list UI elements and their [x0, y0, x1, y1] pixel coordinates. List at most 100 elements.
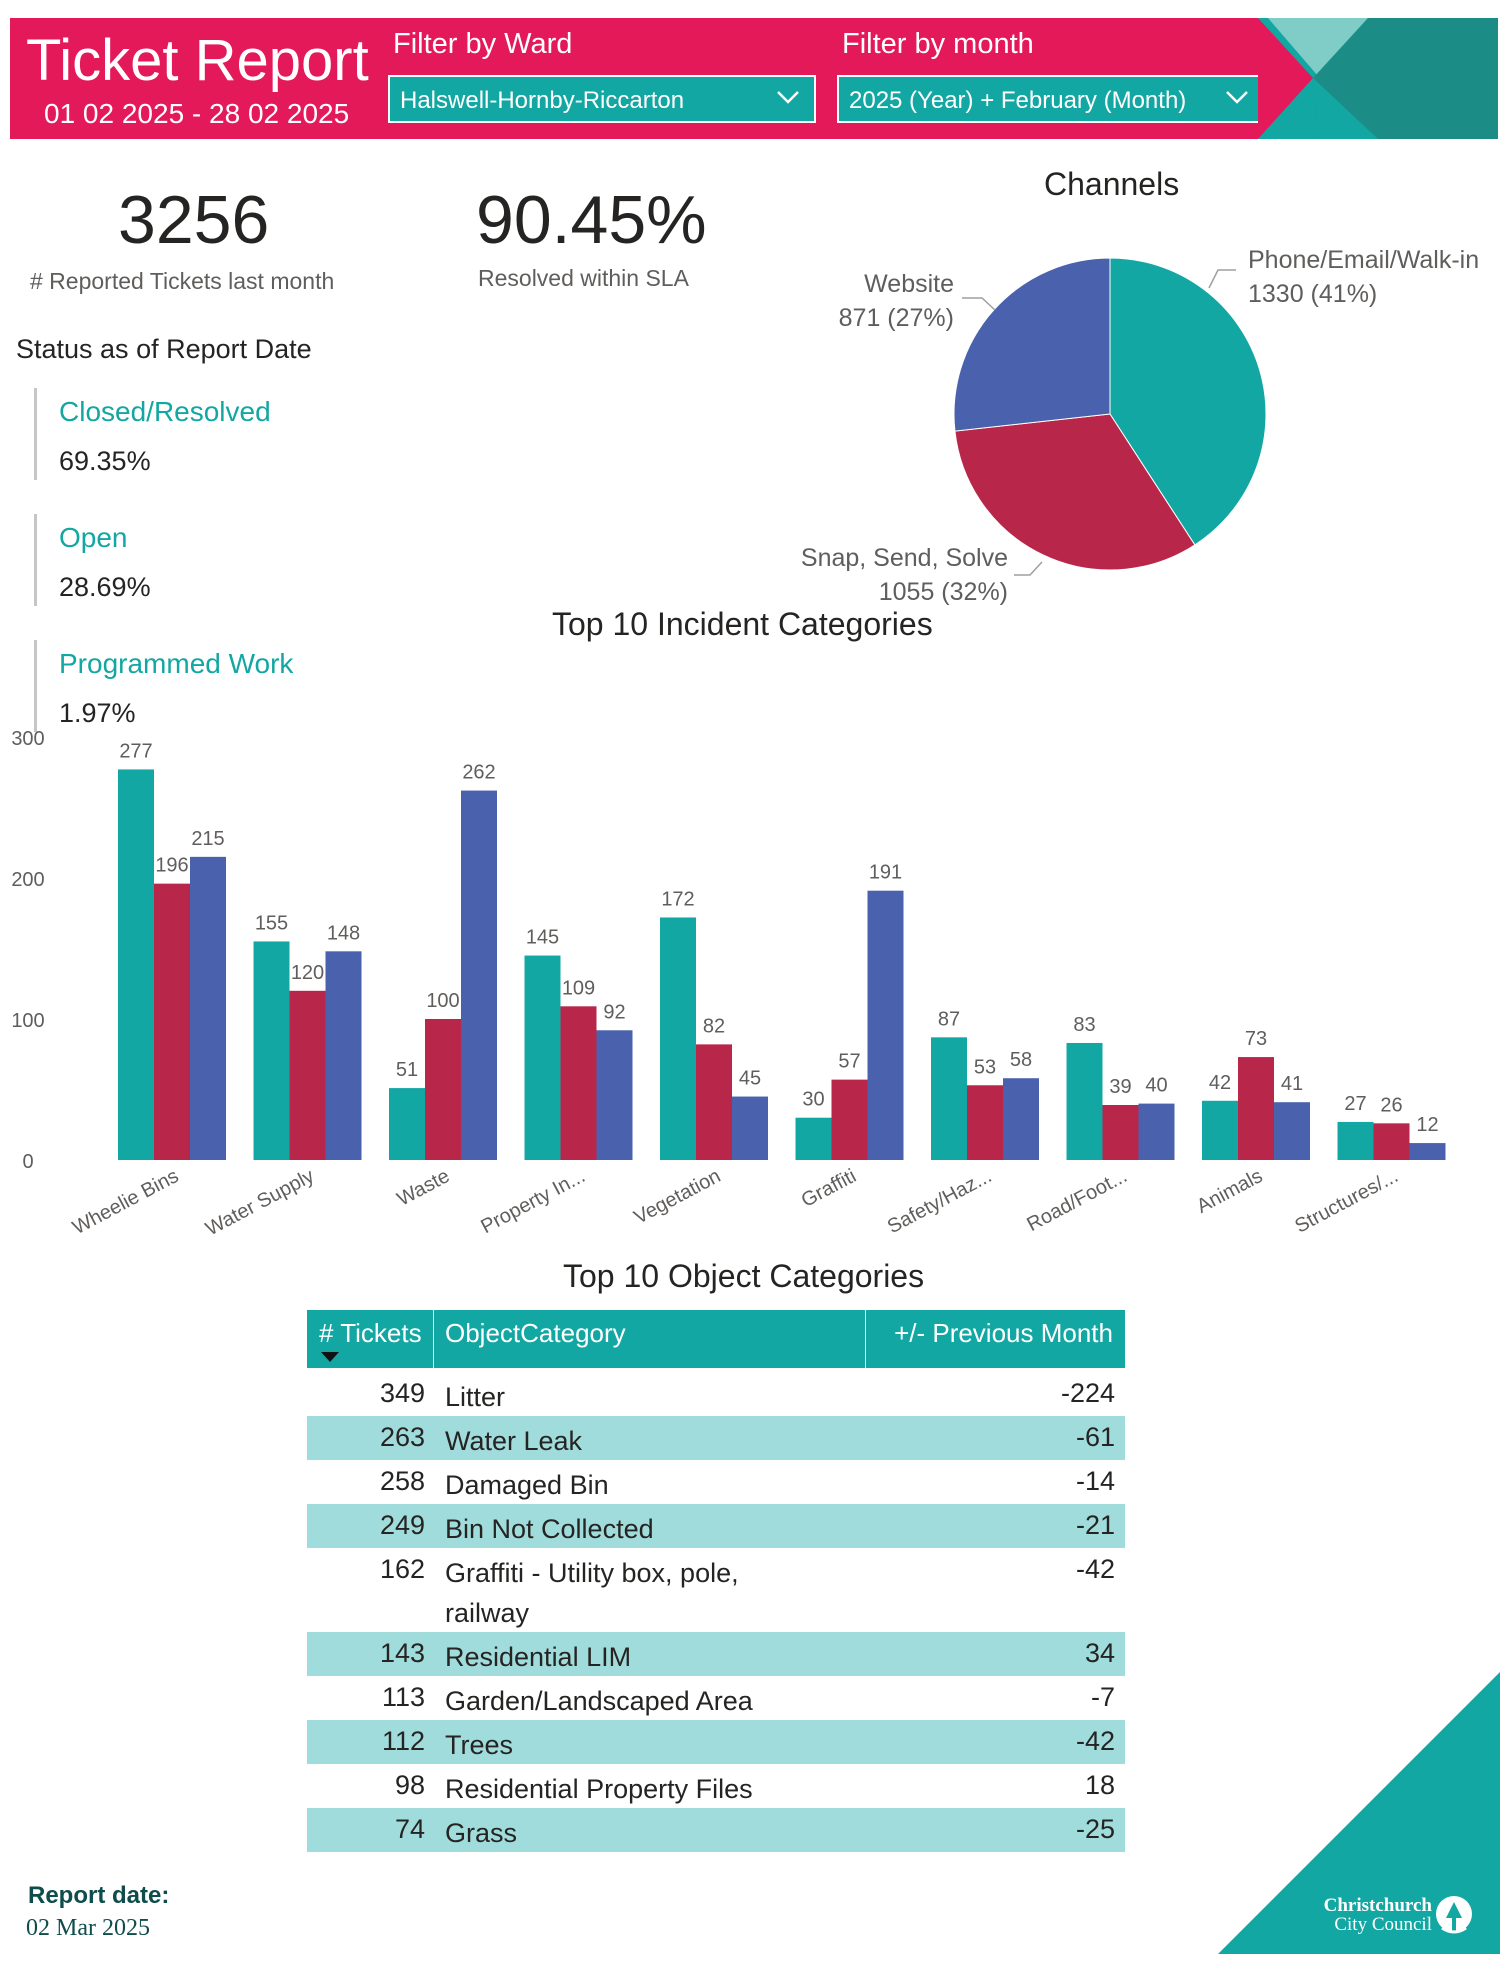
column-divider [865, 1310, 866, 1368]
bar-hornby[interactable] [1102, 1105, 1139, 1160]
table-row[interactable]: 113 Garden/Landscaped Area -7 [307, 1676, 1125, 1720]
cell-category: Residential Property Files [445, 1774, 753, 1804]
chevron-down-icon [777, 91, 799, 104]
bar-halswell[interactable] [931, 1037, 967, 1160]
bar-hornby[interactable] [289, 990, 326, 1160]
cell-tickets: 162 [379, 1554, 425, 1584]
bar-data-label: 196 [155, 855, 188, 877]
table-row[interactable]: 249 Bin Not Collected -21 [307, 1504, 1125, 1548]
sort-descending-icon[interactable] [321, 1352, 339, 1362]
table-row[interactable]: 74 Grass -25 [307, 1808, 1125, 1852]
month-filter-label: Filter by month [842, 28, 1034, 60]
bar-halswell[interactable] [1337, 1121, 1374, 1160]
bar-data-label: 42 [1209, 1072, 1231, 1094]
bar-halswell[interactable] [524, 955, 561, 1160]
bar-hornby[interactable] [154, 883, 190, 1160]
table-row[interactable]: 112 Trees -42 [307, 1720, 1125, 1764]
bar-data-label: 41 [1281, 1073, 1303, 1095]
bar-riccarton[interactable] [461, 790, 497, 1160]
leader-line [1208, 269, 1236, 289]
bar-data-label: 83 [1073, 1014, 1095, 1036]
bar-halswell[interactable] [389, 1088, 425, 1160]
pie-chart-title: Channels [1044, 166, 1180, 202]
table-row[interactable]: 258 Damaged Bin -14 [307, 1460, 1125, 1504]
col-header-category[interactable]: ObjectCategory [445, 1318, 626, 1348]
bar-hornby[interactable] [1373, 1123, 1410, 1160]
date-range: 01 02 2025 - 28 02 2025 [44, 98, 350, 129]
cell-category: Graffiti - Utility box, pole, railway [445, 1558, 739, 1628]
pie-slice-0[interactable] [1109, 257, 1267, 546]
bar-halswell[interactable] [1066, 1042, 1103, 1160]
bar-data-label: 215 [191, 828, 224, 850]
pie-slice-1[interactable] [954, 413, 1196, 571]
bar-riccarton[interactable] [1409, 1143, 1446, 1160]
bar-data-label: 53 [974, 1056, 996, 1078]
bar-halswell[interactable] [795, 1117, 832, 1160]
bar-hornby[interactable] [425, 1019, 461, 1160]
bar-hornby[interactable] [696, 1044, 732, 1160]
month-filter-dropdown[interactable]: 2025 (Year) + February (Month) [837, 75, 1265, 123]
bar-riccarton[interactable] [732, 1096, 768, 1160]
x-category-label: Animals [1193, 1165, 1266, 1218]
status-programmed: Programmed Work 1.97% [34, 640, 293, 732]
col-header-tickets[interactable]: # Tickets [319, 1318, 422, 1348]
bar-data-label: 27 [1344, 1093, 1366, 1115]
bar-hornby[interactable] [831, 1079, 868, 1160]
table-row[interactable]: 143 Residential LIM 34 [307, 1632, 1125, 1676]
table-row[interactable]: 263 Water Leak -61 [307, 1416, 1125, 1460]
bar-riccarton[interactable] [325, 951, 362, 1160]
pie-label-value: 871 (27%) [838, 303, 954, 332]
cell-category: Garden/Landscaped Area [445, 1686, 753, 1716]
status-value: 1.97% [59, 698, 136, 728]
cell-delta: -42 [1075, 1726, 1115, 1756]
x-category-label: Wheelie Bins [69, 1165, 182, 1239]
bar-data-label: 40 [1145, 1075, 1167, 1097]
bar-halswell[interactable] [253, 941, 290, 1160]
sla-value: 90.45% [476, 182, 707, 258]
cell-delta: -7 [1090, 1682, 1115, 1712]
pie-label-value: 1055 (32%) [878, 577, 1008, 606]
bar-hornby[interactable] [1238, 1057, 1274, 1160]
pie-label-value: 1330 (41%) [1248, 279, 1378, 308]
object-categories-table: # Tickets ObjectCategory +/- Previous Mo… [307, 1310, 1125, 1852]
bar-data-label: 148 [327, 922, 360, 944]
logo-line2: City Council [1334, 1914, 1432, 1935]
bar-riccarton[interactable] [1003, 1078, 1039, 1160]
bar-data-label: 172 [661, 888, 694, 910]
table-row[interactable]: 162 Graffiti - Utility box, pole, railway… [307, 1548, 1125, 1632]
bar-data-label: 57 [838, 1051, 860, 1073]
table-row[interactable]: 349 Litter -224 [307, 1372, 1125, 1416]
bar-halswell[interactable] [118, 769, 154, 1160]
table-row[interactable]: 98 Residential Property Files 18 [307, 1764, 1125, 1808]
reported-tickets-label: # Reported Tickets last month [30, 268, 335, 294]
table-title: Top 10 Object Categories [563, 1258, 925, 1294]
x-category-label: Property In... [477, 1165, 588, 1238]
bar-data-label: 26 [1380, 1094, 1402, 1116]
bar-data-label: 109 [562, 977, 595, 999]
logo-line1: Christchurch [1323, 1895, 1432, 1916]
header-banner: Ticket Report 01 02 2025 - 28 02 2025 Fi… [10, 18, 1498, 139]
bar-hornby[interactable] [560, 1006, 597, 1160]
pie-label-name: Snap, Send, Solve [800, 544, 1008, 572]
sla-label: Resolved within SLA [478, 265, 689, 291]
bar-hornby[interactable] [967, 1085, 1003, 1160]
cell-tickets: 349 [379, 1378, 425, 1408]
bar-riccarton[interactable] [190, 856, 226, 1160]
channels-pie-chart [953, 257, 1267, 576]
bar-riccarton[interactable] [596, 1030, 633, 1160]
ward-filter-dropdown[interactable]: Halswell-Hornby-Riccarton [388, 75, 816, 123]
bar-riccarton[interactable] [1274, 1102, 1310, 1160]
x-category-label: Vegetation [631, 1165, 725, 1229]
pie-label-name: Phone/Email/Walk-in [1248, 246, 1480, 274]
bar-halswell[interactable] [1202, 1100, 1238, 1160]
bar-data-label: 51 [396, 1059, 418, 1081]
bar-riccarton[interactable] [867, 890, 904, 1160]
pie-slice-2[interactable] [953, 257, 1111, 432]
status-value: 28.69% [59, 572, 151, 602]
chevron-down-icon [1226, 91, 1248, 104]
bar-riccarton[interactable] [1138, 1103, 1175, 1160]
col-header-delta[interactable]: +/- Previous Month [894, 1318, 1113, 1348]
bar-halswell[interactable] [660, 917, 696, 1160]
cell-tickets: 249 [379, 1510, 425, 1540]
status-title: Status as of Report Date [16, 334, 312, 364]
